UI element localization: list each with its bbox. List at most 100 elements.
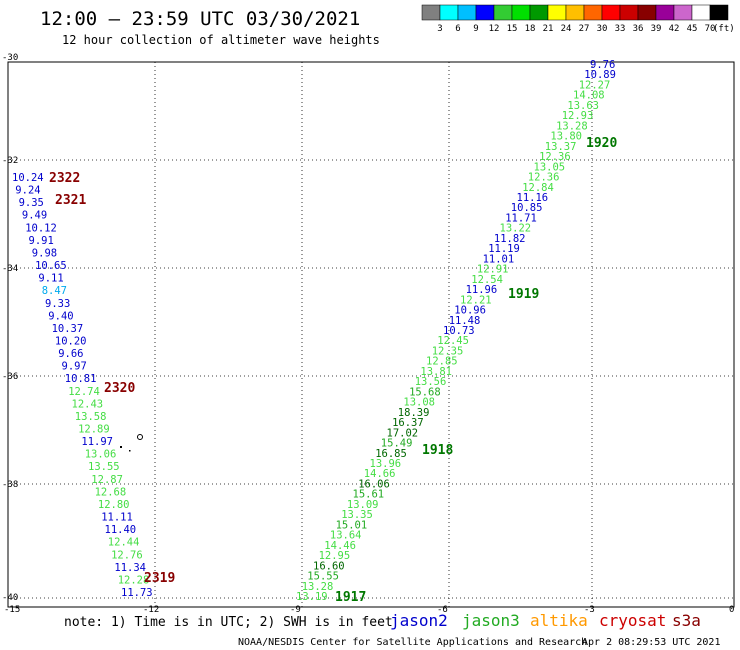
wave-height-value: 18.39 — [398, 407, 430, 419]
pass-time-tag: 2321 — [55, 193, 86, 208]
lat-label-4: -38 — [2, 480, 18, 490]
satellite-legend: jason2 jason3 altika cryosat s3a — [390, 611, 701, 630]
wave-height-value: 13.28 — [302, 581, 334, 593]
wave-height-value: 13.19 — [296, 591, 328, 603]
lon-label-2: -9 — [290, 605, 301, 615]
wave-height-value: 12.36 — [539, 151, 571, 163]
wave-height-value: 11.82 — [494, 233, 526, 245]
colorbar-label: 33 — [615, 24, 626, 34]
wave-height-value: 16.37 — [392, 417, 424, 429]
wave-height-value: 10.20 — [55, 336, 87, 348]
wave-height-value: 16.06 — [358, 479, 390, 491]
colorbar-swatch — [493, 4, 513, 21]
wave-height-value: 10.89 — [584, 69, 616, 81]
colorbar-label: 21 — [543, 24, 554, 34]
wave-height-value: 9.33 — [45, 298, 70, 310]
wave-height-value: 15.01 — [336, 519, 368, 531]
wave-height-value: 9.91 — [29, 235, 54, 247]
legend-jason3: jason3 — [462, 611, 520, 630]
wave-height-value: 12.84 — [522, 182, 554, 194]
wave-height-value: 13.55 — [88, 461, 120, 473]
wave-height-value: 10.12 — [25, 222, 57, 234]
wave-height-value: 13.80 — [550, 131, 582, 143]
footer-note: note: 1) Time is in UTC; 2) SWH is in fe… — [64, 615, 393, 630]
right-track-values: 9.7610.8912.2714.0813.6312.9313.2813.801… — [296, 59, 616, 603]
lon-label-3: -6 — [437, 605, 448, 615]
map-title: 12:00 – 23:59 UTC 03/30/2021 — [40, 8, 360, 30]
legend-cryosat: cryosat — [599, 611, 666, 630]
wave-height-value: 13.58 — [75, 411, 107, 423]
wave-height-value: 13.09 — [347, 499, 379, 511]
pass-time-tag: 1917 — [335, 590, 366, 605]
colorbar-swatch — [511, 4, 531, 21]
colorbar-swatches — [421, 4, 729, 21]
lat-label-1: -32 — [2, 156, 18, 166]
colorbar-label: 18 — [525, 24, 536, 34]
wave-height-value: 11.71 — [505, 213, 537, 225]
colorbar-label: 12 — [489, 24, 500, 34]
wave-height-value: 11.34 — [114, 562, 146, 574]
colorbar-swatch — [691, 4, 711, 21]
colorbar-label: 45 — [687, 24, 698, 34]
wave-height-value: 9.76 — [590, 59, 615, 71]
wave-height-value: 13.81 — [420, 366, 452, 378]
wave-height-value: 12.74 — [68, 386, 100, 398]
wave-height-value: 14.66 — [364, 468, 396, 480]
colorbar-unit: (ft) — [713, 24, 735, 34]
footer-timestamp: Apr 2 08:29:53 UTC 2021 — [582, 637, 720, 648]
wave-height-value: 12.54 — [471, 274, 503, 286]
pass-time-tag: 2319 — [144, 571, 175, 586]
left-track-values: 10.249.249.359.4910.129.919.9810.659.118… — [12, 172, 153, 599]
colorbar-swatch — [565, 4, 585, 21]
wave-height-value: 12.27 — [579, 80, 611, 92]
colorbar-swatch — [583, 4, 603, 21]
wave-height-value: 10.81 — [65, 373, 97, 385]
colorbar-swatch — [439, 4, 459, 21]
island-marker — [120, 434, 143, 452]
colorbar-swatch — [547, 4, 567, 21]
wave-height-value: 14.46 — [324, 540, 356, 552]
wave-height-value: 11.96 — [466, 284, 498, 296]
pass-time-tag: 1918 — [422, 443, 453, 458]
colorbar-label: 6 — [455, 24, 460, 34]
wave-height-value: 12.68 — [95, 486, 127, 498]
wave-height-value: 12.45 — [437, 335, 469, 347]
colorbar-swatch — [475, 4, 495, 21]
wave-height-value: 12.85 — [426, 356, 458, 368]
wave-height-value: 12.43 — [72, 398, 104, 410]
wave-height-value: 12.28 — [118, 574, 150, 586]
lon-label-5: 0 — [729, 605, 734, 615]
colorbar-swatch — [673, 4, 693, 21]
lat-label-3: -36 — [2, 372, 18, 382]
wave-height-value: 13.37 — [545, 141, 577, 153]
wave-height-value: 13.06 — [85, 449, 117, 461]
wave-height-value: 12.44 — [108, 537, 140, 549]
wave-height-value: 13.64 — [330, 530, 362, 542]
colorbar-swatch — [637, 4, 657, 21]
wave-height-value: 10.24 — [12, 172, 44, 184]
wave-height-value: 17.02 — [387, 427, 419, 439]
wave-height-value: 11.11 — [101, 512, 133, 524]
wave-height-value: 10.96 — [454, 305, 486, 317]
colorbar-label: 30 — [597, 24, 608, 34]
wave-height-value: 8.47 — [42, 285, 67, 297]
wave-height-value: 11.19 — [488, 243, 520, 255]
wave-height-value: 9.98 — [32, 248, 57, 260]
wave-height-value: 10.37 — [52, 323, 84, 335]
legend-altika: altika — [530, 611, 588, 630]
colorbar-label: 39 — [651, 24, 662, 34]
map-subtitle: 12 hour collection of altimeter wave hei… — [62, 33, 380, 47]
wave-height-value: 13.35 — [341, 509, 373, 521]
wave-height-value: 9.40 — [48, 310, 73, 322]
legend-jason2: jason2 — [390, 611, 448, 630]
wave-height-value: 9.97 — [62, 361, 87, 373]
pass-time-tag: 1920 — [586, 136, 617, 151]
wave-height-value: 9.24 — [15, 185, 40, 197]
wave-height-value: 12.36 — [528, 172, 560, 184]
wave-height-value: 11.48 — [449, 315, 481, 327]
lon-label-4: -3 — [584, 605, 595, 615]
lat-label-0: -30 — [2, 53, 18, 63]
legend-s3a: s3a — [672, 611, 701, 630]
wave-height-value: 13.08 — [403, 397, 435, 409]
